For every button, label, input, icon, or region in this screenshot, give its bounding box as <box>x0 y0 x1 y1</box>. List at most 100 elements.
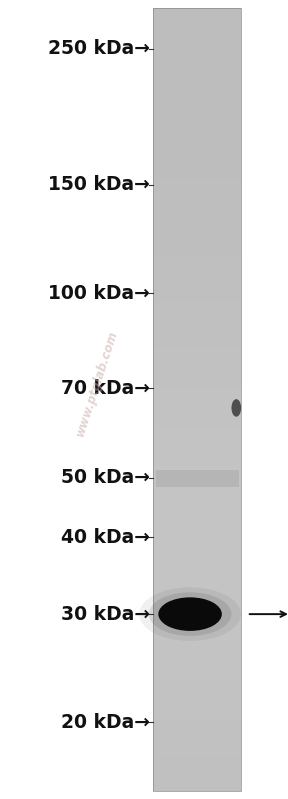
Bar <box>153 772 241 778</box>
Bar <box>153 706 241 713</box>
Bar <box>153 785 241 791</box>
Bar <box>153 256 241 262</box>
Text: 100 kDa→: 100 kDa→ <box>48 284 150 303</box>
Bar <box>153 308 241 315</box>
Bar <box>153 8 241 14</box>
Bar <box>153 21 241 27</box>
Bar <box>153 249 241 256</box>
Bar <box>153 230 241 237</box>
Bar <box>153 158 241 165</box>
Text: 50 kDa→: 50 kDa→ <box>61 468 150 487</box>
Text: 70 kDa→: 70 kDa→ <box>61 379 150 398</box>
Bar <box>153 406 241 412</box>
Bar <box>153 47 241 54</box>
Bar <box>153 74 241 80</box>
Bar <box>153 686 241 693</box>
Bar <box>153 641 241 647</box>
Bar <box>153 334 241 340</box>
Bar <box>153 419 241 426</box>
Bar <box>153 765 241 772</box>
Bar <box>153 328 241 334</box>
Bar <box>153 752 241 758</box>
Bar <box>153 504 241 511</box>
Text: www.ptglab.com: www.ptglab.com <box>73 328 120 439</box>
Bar <box>153 511 241 517</box>
Bar <box>153 393 241 400</box>
Bar <box>153 387 241 393</box>
Bar <box>153 373 241 380</box>
Bar <box>153 484 241 491</box>
Bar <box>153 622 241 628</box>
Bar <box>153 582 241 589</box>
Bar <box>153 295 241 301</box>
Bar <box>153 177 241 185</box>
Bar <box>153 758 241 765</box>
Bar <box>153 465 241 471</box>
Bar <box>153 445 241 451</box>
Bar <box>153 99 241 106</box>
Bar <box>153 608 241 615</box>
Bar <box>153 354 241 360</box>
Ellipse shape <box>139 587 241 641</box>
Bar <box>153 152 241 158</box>
Bar <box>153 680 241 686</box>
Bar <box>153 237 241 243</box>
Bar <box>153 725 241 732</box>
Bar <box>153 432 241 439</box>
Bar <box>153 321 241 328</box>
Bar <box>153 191 241 197</box>
Ellipse shape <box>149 592 231 636</box>
Bar <box>153 105 241 113</box>
Text: 150 kDa→: 150 kDa→ <box>48 175 150 194</box>
Bar <box>153 667 241 674</box>
Bar <box>153 628 241 634</box>
Bar <box>153 556 241 562</box>
Bar <box>153 700 241 706</box>
Text: 40 kDa→: 40 kDa→ <box>61 528 150 547</box>
Bar <box>153 138 241 145</box>
Bar <box>153 340 241 348</box>
Bar <box>153 497 241 504</box>
Bar <box>153 262 241 269</box>
Bar <box>153 451 241 458</box>
Bar <box>153 165 241 171</box>
Bar <box>153 595 241 602</box>
Bar <box>153 575 241 582</box>
Bar <box>153 400 241 406</box>
Bar <box>153 537 241 543</box>
Bar <box>153 739 241 745</box>
Bar <box>153 647 241 654</box>
Bar <box>153 204 241 210</box>
Bar <box>153 197 241 204</box>
Bar <box>153 113 241 119</box>
Text: 20 kDa→: 20 kDa→ <box>61 713 150 732</box>
Bar <box>153 471 241 478</box>
Bar <box>153 223 241 230</box>
Bar <box>153 34 241 41</box>
Bar <box>153 713 241 719</box>
Bar <box>153 634 241 641</box>
Ellipse shape <box>232 400 241 417</box>
Text: 30 kDa→: 30 kDa→ <box>61 605 150 624</box>
Bar <box>153 693 241 700</box>
Bar <box>153 315 241 321</box>
Bar <box>153 367 241 373</box>
Bar <box>153 276 241 282</box>
Bar <box>153 732 241 739</box>
Bar <box>153 439 241 445</box>
Bar <box>153 93 241 99</box>
Bar <box>153 458 241 465</box>
Bar <box>153 360 241 367</box>
Bar <box>153 380 241 387</box>
Bar <box>153 41 241 47</box>
Bar <box>153 530 241 537</box>
Bar <box>156 470 238 487</box>
Bar <box>153 602 241 608</box>
Ellipse shape <box>158 598 222 631</box>
Bar <box>153 412 241 419</box>
Bar <box>153 269 241 276</box>
Bar <box>153 171 241 177</box>
Bar <box>153 589 241 595</box>
Bar <box>153 517 241 523</box>
Bar <box>153 569 241 575</box>
